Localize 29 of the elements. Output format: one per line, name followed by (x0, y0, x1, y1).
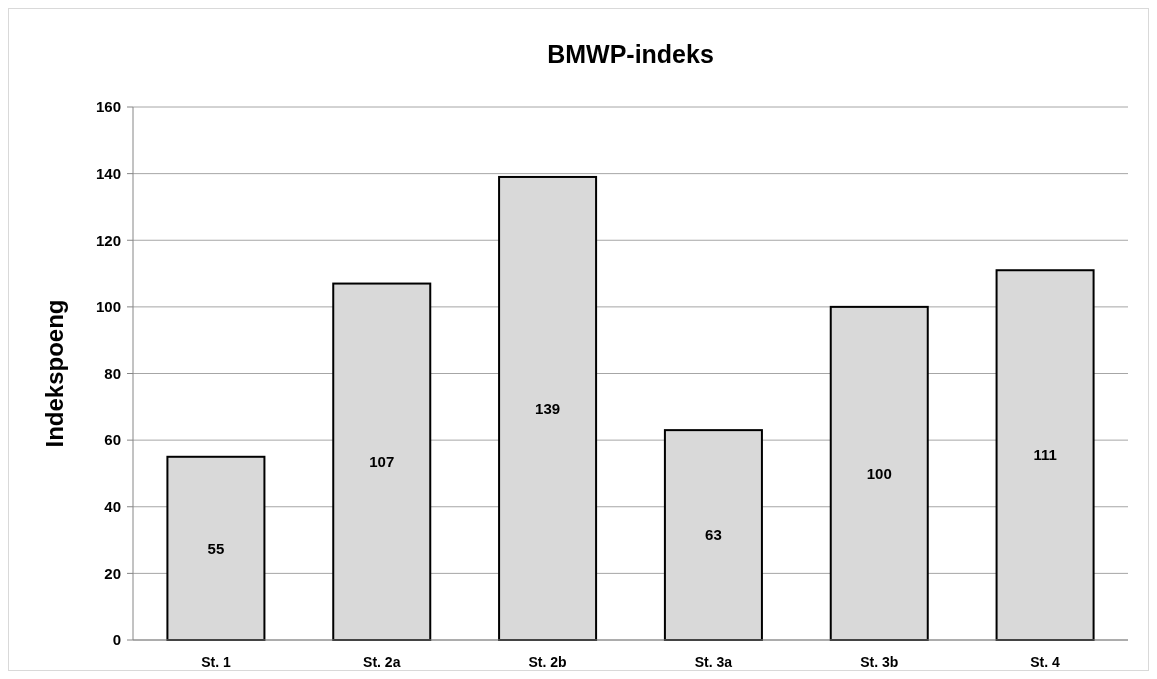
bar (829, 305, 929, 641)
data-label: 111 (1033, 446, 1057, 464)
data-label: 139 (535, 399, 561, 417)
x-tick-label: St. 3b (860, 654, 899, 670)
data-label: 100 (866, 464, 892, 482)
x-tick-label: St. 4 (1030, 654, 1061, 670)
y-tick-label: 20 (104, 564, 121, 582)
y-tick-label: 160 (95, 98, 121, 116)
bar (166, 455, 266, 641)
x-tick-label: St. 2a (363, 654, 401, 670)
bar (332, 282, 432, 641)
x-tick-label: St. 3a (694, 654, 733, 670)
bar (995, 269, 1095, 641)
data-label: 107 (369, 453, 395, 471)
y-tick-label: 120 (95, 231, 121, 249)
bar (498, 175, 598, 641)
data-label: 55 (207, 539, 225, 557)
bar (663, 429, 763, 641)
y-tick-label: 60 (104, 431, 121, 449)
y-tick-label: 0 (112, 631, 121, 649)
y-tick-label: 40 (104, 498, 121, 515)
chart-title: BMWP-indeks (547, 40, 714, 68)
y-axis-title: Indekspoeng (41, 299, 68, 448)
x-tick-label: St. 2b (528, 654, 567, 670)
y-tick-label: 80 (104, 364, 121, 382)
y-tick-label: 100 (95, 298, 121, 316)
y-tick-label: 140 (95, 164, 121, 182)
data-label: 63 (705, 526, 722, 544)
x-tick-label: St. 1 (201, 654, 231, 670)
